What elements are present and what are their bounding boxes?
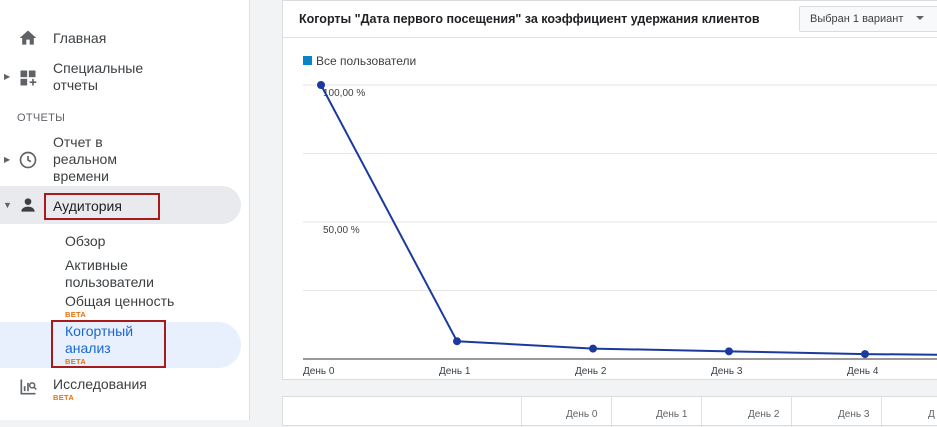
series-line bbox=[320, 84, 937, 356]
nav-lifetime-value[interactable]: Общая ценность BETA bbox=[65, 293, 174, 319]
chart-legend: Все пользователи bbox=[303, 54, 416, 68]
table-column-header[interactable]: День 1 bbox=[656, 409, 688, 420]
home-icon bbox=[19, 30, 37, 45]
data-point bbox=[861, 350, 869, 359]
x-tick-label: День 0 bbox=[303, 366, 335, 377]
legend-label: Все пользователи bbox=[316, 54, 417, 68]
nav-audience-label: Аудитория bbox=[53, 198, 122, 214]
data-point bbox=[589, 344, 597, 353]
legend-swatch bbox=[303, 56, 312, 65]
nav-realtime-label: Отчет в реальном времени bbox=[53, 134, 117, 184]
sidebar: Главная ▶ Специальные отчеты ОТЧЕТЫ ▶ От… bbox=[0, 0, 250, 420]
nav-custom-reports-label: Специальные отчеты bbox=[53, 60, 144, 93]
nav-custom-reports[interactable]: ▶ Специальные отчеты bbox=[0, 60, 241, 96]
retention-line-chart: 100,00 % 50,00 % День 0 День 1 День 2 День 3 Д… bbox=[303, 81, 937, 377]
y-tick-label: 100,00 % bbox=[323, 88, 365, 99]
table-column-header[interactable]: Д bbox=[928, 409, 935, 420]
card-header: Когорты "Дата первого посещения" за коэф… bbox=[283, 1, 937, 38]
column-divider bbox=[611, 397, 612, 427]
nav-realtime[interactable]: ▶ Отчет в реальном времени bbox=[0, 134, 241, 186]
nav-active-users-label: Активные пользователи bbox=[65, 257, 154, 290]
column-divider bbox=[701, 397, 702, 427]
nav-home[interactable]: Главная bbox=[0, 28, 241, 48]
data-point bbox=[453, 337, 461, 346]
table-column-header[interactable]: День 2 bbox=[748, 409, 780, 420]
highlight-box-cohort bbox=[51, 320, 166, 368]
nav-explorations-text: Исследования bbox=[53, 376, 147, 392]
cohort-table-header: День 0 День 1 День 2 День 3 Д bbox=[282, 396, 937, 427]
x-tick-label: День 3 bbox=[711, 366, 743, 377]
variant-selector-label: Выбран 1 вариант bbox=[810, 13, 904, 25]
y-tick-label: 50,00 % bbox=[323, 225, 360, 236]
nav-home-label: Главная bbox=[53, 30, 107, 46]
expand-caret-icon[interactable]: ▶ bbox=[4, 72, 11, 81]
beta-badge: BETA bbox=[65, 357, 87, 366]
nav-overview-label: Обзор bbox=[65, 233, 106, 249]
collapse-caret-icon[interactable]: ▼ bbox=[3, 200, 12, 210]
nav-explorations[interactable]: Исследования BETA bbox=[0, 375, 241, 402]
cohort-report-card: Когорты "Дата первого посещения" за коэф… bbox=[282, 0, 937, 380]
nav-overview[interactable]: Обзор bbox=[65, 233, 105, 250]
nav-cohort-active-bg bbox=[0, 322, 241, 368]
nav-audience-active-bg bbox=[0, 186, 241, 224]
expand-caret-icon[interactable]: ▶ bbox=[4, 155, 11, 164]
clock-icon bbox=[19, 151, 37, 169]
column-divider bbox=[521, 397, 522, 427]
beta-badge: BETA bbox=[53, 393, 75, 402]
highlight-box-audience bbox=[44, 193, 160, 220]
variant-selector-dropdown[interactable]: Выбран 1 вариант bbox=[799, 6, 937, 32]
nav-cohort-label: Когортный анализ bbox=[65, 323, 134, 356]
nav-active-users[interactable]: Активные пользователи bbox=[65, 257, 175, 291]
person-icon bbox=[21, 198, 35, 212]
x-tick-label: День 2 bbox=[575, 366, 607, 377]
x-tick-label: День 1 bbox=[439, 366, 471, 377]
nav-explorations-label: Исследования BETA bbox=[53, 376, 147, 402]
data-point bbox=[725, 347, 733, 356]
nav-cohort[interactable]: Когортный анализ BETA bbox=[65, 323, 155, 366]
dashboard-plus-icon bbox=[20, 70, 37, 86]
beta-badge: BETA bbox=[65, 310, 87, 319]
data-point bbox=[317, 81, 325, 89]
table-column-header[interactable]: День 0 bbox=[566, 409, 598, 420]
explore-chart-icon bbox=[20, 379, 37, 395]
card-title: Когорты "Дата первого посещения" за коэф… bbox=[299, 12, 760, 26]
nav-lifetime-value-label: Общая ценность bbox=[65, 293, 175, 309]
nav-audience[interactable]: ▼ Аудитория bbox=[0, 196, 241, 216]
dropdown-arrow-icon bbox=[916, 16, 924, 20]
table-column-header[interactable]: День 3 bbox=[838, 409, 870, 420]
x-tick-label: День 4 bbox=[847, 366, 879, 377]
column-divider bbox=[881, 397, 882, 427]
reports-section-title: ОТЧЕТЫ bbox=[17, 112, 66, 124]
column-divider bbox=[791, 397, 792, 427]
